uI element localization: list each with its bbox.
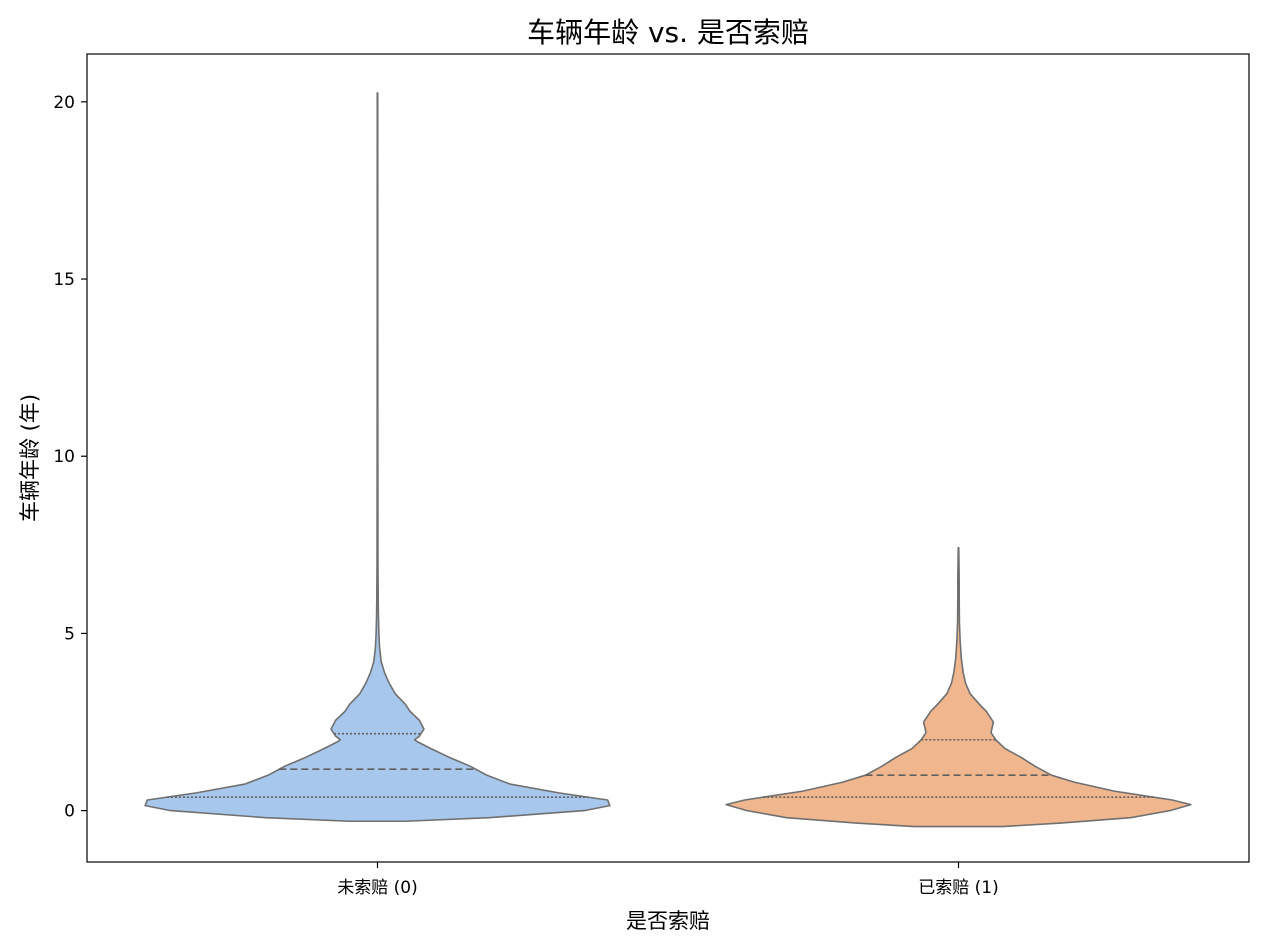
- y-tick-label: 20: [53, 93, 75, 113]
- y-axis: 0 5 10 15 20: [53, 93, 87, 822]
- violin-body: [144, 92, 611, 823]
- y-tick-label: 15: [53, 270, 75, 290]
- y-tick-label: 10: [53, 447, 75, 467]
- plot-area: [144, 92, 1192, 828]
- y-axis-label: 车辆年龄 (年): [18, 394, 42, 522]
- y-tick-label: 0: [64, 802, 75, 822]
- x-tick-label: 已索赔 (1): [918, 878, 998, 898]
- axes-frame: [86, 53, 1250, 863]
- x-axis: 未索赔 (0) 已索赔 (1): [337, 862, 999, 898]
- x-tick-label: 未索赔 (0): [337, 878, 417, 898]
- chart-title: 车辆年龄 vs. 是否索赔: [527, 16, 809, 49]
- x-axis-label: 是否索赔: [626, 909, 710, 933]
- y-tick-label: 5: [64, 624, 75, 644]
